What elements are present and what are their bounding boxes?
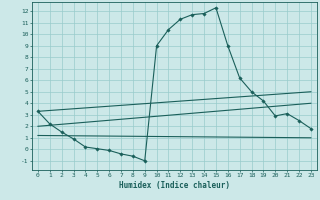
X-axis label: Humidex (Indice chaleur): Humidex (Indice chaleur): [119, 181, 230, 190]
